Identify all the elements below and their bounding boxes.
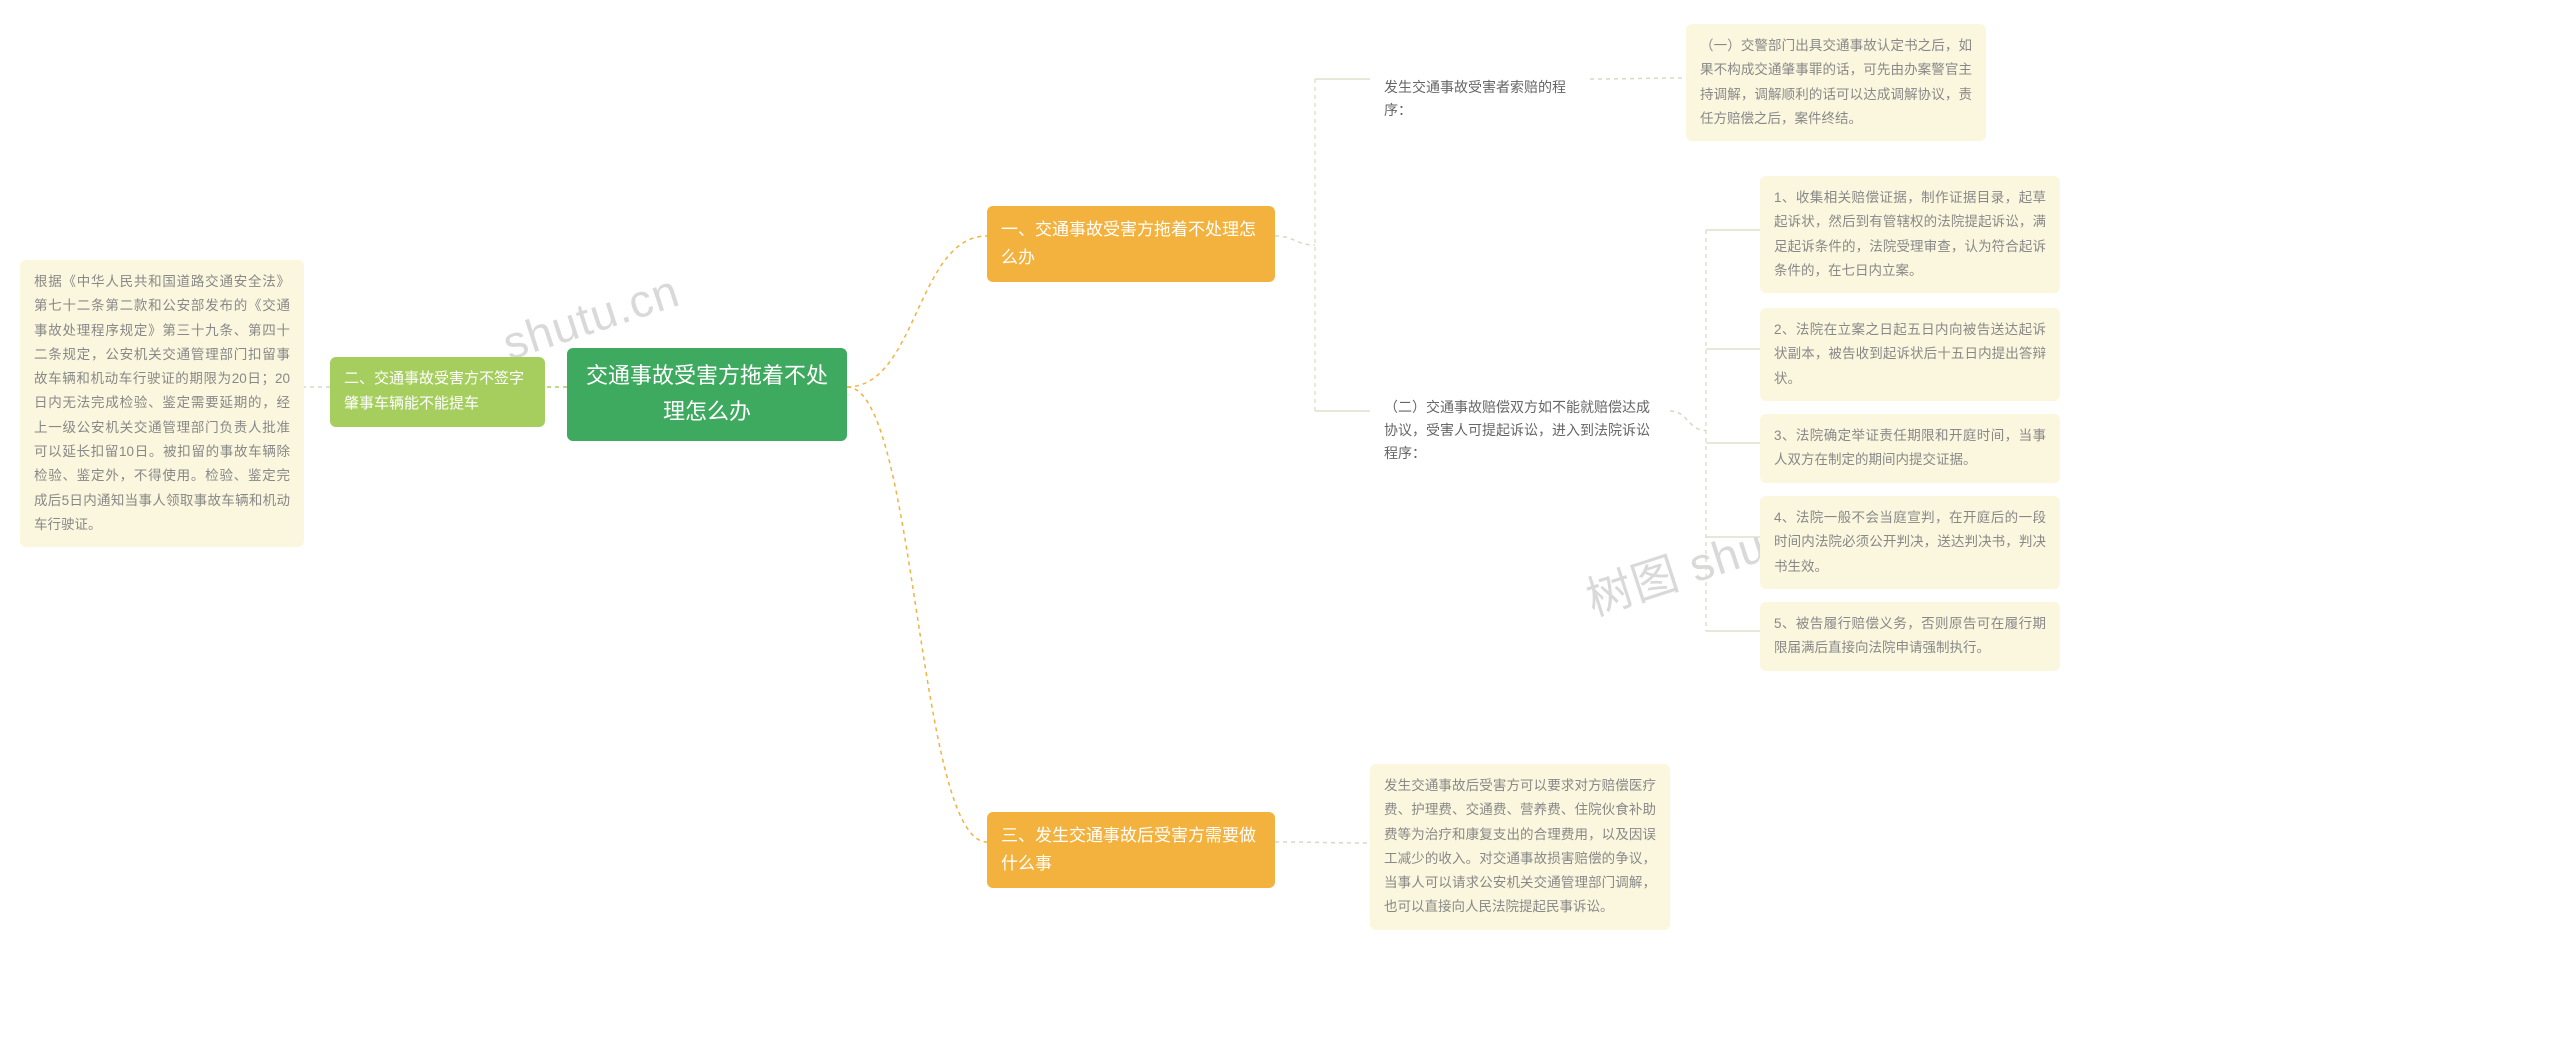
connector-layer	[0, 0, 2560, 1046]
leaf-node: 1、收集相关赔偿证据，制作证据目录，起草起诉状，然后到有管辖权的法院提起诉讼，满…	[1760, 176, 2060, 293]
child-node: 发生交通事故受害者索赔的程序：	[1370, 66, 1590, 132]
leaf-node: 2、法院在立案之日起五日内向被告送达起诉状副本，被告收到起诉状后十五日内提出答辩…	[1760, 308, 2060, 401]
child-node: （二）交通事故赔偿双方如不能就赔偿达成协议，受害人可提起诉讼，进入到法院诉讼程序…	[1370, 386, 1670, 475]
leaf-node: 3、法院确定举证责任期限和开庭时间，当事人双方在制定的期间内提交证据。	[1760, 414, 2060, 483]
child-node: 发生交通事故后受害方可以要求对方赔偿医疗费、护理费、交通费、营养费、住院伙食补助…	[1370, 764, 1670, 930]
leaf-node: 4、法院一般不会当庭宣判，在开庭后的一段时间内法院必须公开判决，送达判决书，判决…	[1760, 496, 2060, 589]
child-node: 根据《中华人民共和国道路交通安全法》第七十二条第二款和公安部发布的《交通事故处理…	[20, 260, 304, 547]
leaf-node: 5、被告履行赔偿义务，否则原告可在履行期限届满后直接向法院申请强制执行。	[1760, 602, 2060, 671]
branch-node: 一、交通事故受害方拖着不处理怎么办	[987, 206, 1275, 282]
leaf-node: （一）交警部门出具交通事故认定书之后，如果不构成交通肇事罪的话，可先由办案警官主…	[1686, 24, 1986, 141]
branch-node: 三、发生交通事故后受害方需要做什么事	[987, 812, 1275, 888]
root-node: 交通事故受害方拖着不处理怎么办	[567, 348, 847, 441]
branch-node: 二、交通事故受害方不签字肇事车辆能不能提车	[330, 357, 545, 427]
